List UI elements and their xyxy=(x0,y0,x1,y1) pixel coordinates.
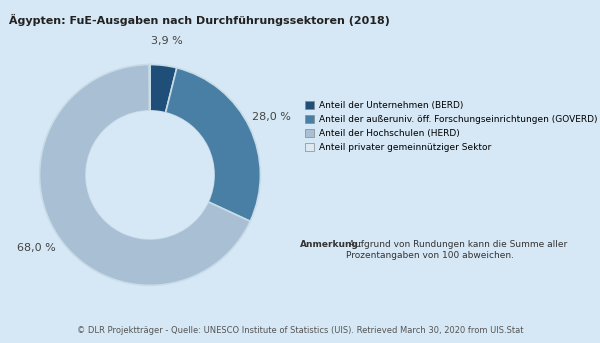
Text: 3,9 %: 3,9 % xyxy=(151,36,182,46)
Circle shape xyxy=(86,111,214,239)
Text: © DLR Projektträger - Quelle: UNESCO Institute of Statistics (UIS). Retrieved Ma: © DLR Projektträger - Quelle: UNESCO Ins… xyxy=(77,327,523,335)
Wedge shape xyxy=(40,64,250,285)
Text: 28,0 %: 28,0 % xyxy=(252,112,291,122)
Legend: Anteil der Unternehmen (BERD), Anteil der außeruniv. öff. Forschungseinrichtunge: Anteil der Unternehmen (BERD), Anteil de… xyxy=(305,100,598,152)
Text: Anmerkung:: Anmerkung: xyxy=(300,240,362,249)
Text: 68,0 %: 68,0 % xyxy=(17,243,56,253)
Wedge shape xyxy=(166,68,260,221)
Wedge shape xyxy=(149,64,150,111)
Wedge shape xyxy=(150,64,177,113)
Text: Aufgrund von Rundungen kann die Summe aller
Prozentangaben von 100 abweichen.: Aufgrund von Rundungen kann die Summe al… xyxy=(346,240,567,260)
Text: Ägypten: FuE-Ausgaben nach Durchführungssektoren (2018): Ägypten: FuE-Ausgaben nach Durchführungs… xyxy=(9,14,390,26)
